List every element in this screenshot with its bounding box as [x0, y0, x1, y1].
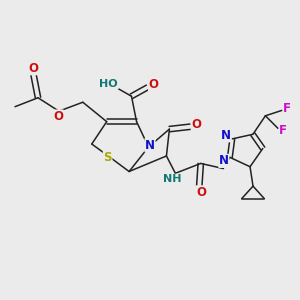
Text: HO: HO	[100, 79, 118, 89]
Text: NH: NH	[163, 174, 182, 184]
Text: S: S	[103, 151, 112, 164]
Text: O: O	[148, 78, 159, 92]
Text: N: N	[219, 154, 229, 167]
Text: O: O	[196, 186, 206, 199]
Text: N: N	[145, 139, 155, 152]
Text: O: O	[53, 110, 63, 123]
Text: O: O	[191, 118, 201, 131]
Text: F: F	[283, 102, 291, 115]
Text: N: N	[221, 129, 231, 142]
Text: O: O	[28, 62, 38, 75]
Text: F: F	[279, 124, 287, 137]
